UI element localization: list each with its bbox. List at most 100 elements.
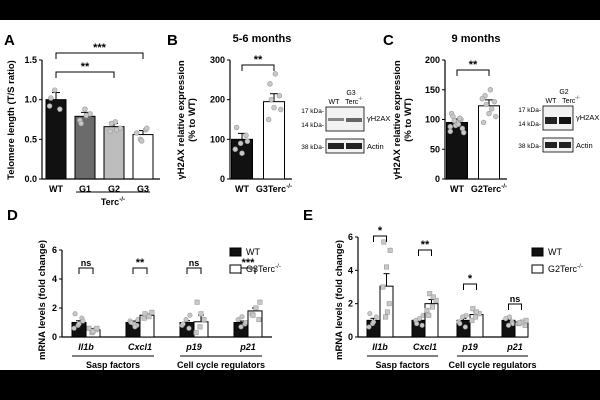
panel-d-x-label: p21 <box>239 342 256 352</box>
panel-a-bar-wt <box>45 99 67 180</box>
panel-c-title: 9 months <box>452 33 501 45</box>
panel-c-ylabel-line2: (% to WT) <box>403 98 414 142</box>
panel-a-significance-bracket <box>55 52 144 59</box>
panel-label-e: E <box>303 207 313 224</box>
panel-e-significance-bracket <box>373 235 387 242</box>
panel-a-data-point <box>108 120 115 127</box>
panel-e-data-point <box>367 311 373 317</box>
panel-c-plot: 0 50 100 150 200 WT G2Terc-/- ** <box>425 55 507 194</box>
panel-e-data-point <box>506 314 512 320</box>
panel-e-data-point <box>424 307 430 313</box>
panel-d-data-point <box>257 299 263 305</box>
panel-d-y-tick-label: 0 <box>52 332 57 342</box>
panel-e-x-label: Il1b <box>372 342 388 352</box>
panel-d-significance-bracket <box>132 267 148 274</box>
panel-e-y-tick-label: 6 <box>348 232 353 242</box>
panel-e-data-point <box>380 284 386 290</box>
panel-e-ylabel: mRNA levels (fold change) <box>334 240 345 360</box>
panel-a-x-label: WT <box>49 184 63 194</box>
panel-d-group-label: Sasp factors <box>86 360 140 370</box>
panel-b-marker: 14 kDa- <box>301 122 324 129</box>
panel-a-significance-bracket <box>55 71 115 78</box>
panel-b-plot: 0 100 200 300 WT G3Terc-/- ** <box>210 54 292 194</box>
panel-d-data-point <box>256 317 262 323</box>
panel-c-significance-bracket <box>456 69 490 76</box>
panel-b-band-label: Actin <box>367 142 384 151</box>
panel-d-data-point <box>194 299 200 305</box>
panel-d-data-point <box>187 312 193 318</box>
panel-b-band <box>346 118 362 122</box>
panel-e-significance-label: ns <box>510 294 521 304</box>
panel-a-x-label: G2 <box>108 184 120 194</box>
panel-e-data-point <box>373 314 379 320</box>
panel-e-data-point <box>457 321 463 327</box>
panel-c-band <box>545 142 557 148</box>
panel-c-marker: 38 kDa- <box>518 143 541 150</box>
panel-e-significance-label: ** <box>421 239 430 251</box>
panel-d-x-label: Il1b <box>78 342 94 352</box>
panel-d-data-point <box>76 321 82 327</box>
panel-c-blot-lane: WT <box>546 98 558 105</box>
panel-e-data-point <box>414 321 420 327</box>
panel-a-data-point <box>48 95 54 101</box>
panel-c-data-point <box>491 98 498 105</box>
panel-a-y-tick-label: 1.5 <box>24 55 37 65</box>
panel-c-y-tick-label: 200 <box>425 55 440 65</box>
panel-c-band <box>559 142 571 148</box>
panel-e-data-point <box>426 312 432 318</box>
panel-d-ylabel: mRNA levels (fold change) <box>37 240 48 360</box>
panel-b-data-point <box>265 116 272 123</box>
panel-e-data-point <box>370 319 376 325</box>
panel-d-significance-bracket <box>186 267 202 274</box>
panel-d-data-point <box>239 314 245 320</box>
panel-b-ylabel-line1: γH2AX relative expression <box>176 60 187 180</box>
panel-e-significance-bracket <box>418 249 432 256</box>
panel-e-legend-label: WT <box>548 247 562 257</box>
panel-b-blot-actin <box>325 138 365 154</box>
panel-d-y-tick-label: 4 <box>52 274 57 284</box>
panel-e-y-tick-label: 0 <box>348 332 353 342</box>
panel-e-data-point <box>505 322 511 328</box>
panel-d-significance-bracket <box>78 267 94 274</box>
panel-e-significance-bracket <box>463 283 477 290</box>
panel-c-blot-actin <box>542 137 574 153</box>
panel-d-data-point <box>132 324 138 330</box>
panel-b-blot-header: G3 <box>346 90 355 97</box>
panel-e-data-point <box>433 297 439 303</box>
panel-b-data-point <box>232 146 238 152</box>
panel-c-band-label: γH2AX <box>576 113 599 122</box>
panel-b-data-point <box>272 71 279 77</box>
panel-c-data-point <box>488 106 495 112</box>
panel-label-c: C <box>383 32 394 49</box>
panel-d-y-tick-label: 2 <box>52 303 57 313</box>
panel-e-significance-label: * <box>468 273 473 285</box>
panel-e-legend-label: G2Terc-/- <box>548 263 583 274</box>
panel-a-ylabel: Telomere length (T/S ratio) <box>6 60 17 180</box>
panel-d-data-point <box>142 311 148 317</box>
panel-a-data-point <box>82 106 88 112</box>
panel-d-legend-label: WT <box>246 247 260 257</box>
panel-d-legend-label: G3Terc-/- <box>246 263 281 274</box>
panel-b-data-point <box>244 138 251 145</box>
panel-d-significance-label: ns <box>189 258 200 268</box>
panel-a-data-point <box>83 112 89 119</box>
panel-e-y-tick-label: 2 <box>348 299 353 309</box>
panel-d-data-point <box>238 324 244 330</box>
panel-b-band-label: γH2AX <box>367 114 390 123</box>
panel-d-significance-label: *** <box>242 257 256 269</box>
panel-b-bar-g3terc <box>263 101 285 180</box>
panel-b-y-tick-label: 100 <box>210 134 225 144</box>
panel-e-data-point <box>381 239 387 245</box>
panel-c-data-point <box>486 110 492 117</box>
panel-e-data-point <box>523 317 529 323</box>
panel-a-y-tick-label: 0.0 <box>24 174 37 184</box>
panel-d-data-point <box>135 317 141 323</box>
panel-c-y-tick-label: 100 <box>425 115 440 125</box>
panel-d-legend-swatch <box>229 264 242 274</box>
panel-e-data-point <box>517 320 523 326</box>
panel-c-marker: 14 kDa- <box>518 121 541 128</box>
panel-d-significance-label: ns <box>81 258 92 268</box>
panel-label-d: D <box>7 207 18 224</box>
panel-a-data-point <box>144 125 150 131</box>
panel-b-y-tick-label: 300 <box>210 55 225 65</box>
